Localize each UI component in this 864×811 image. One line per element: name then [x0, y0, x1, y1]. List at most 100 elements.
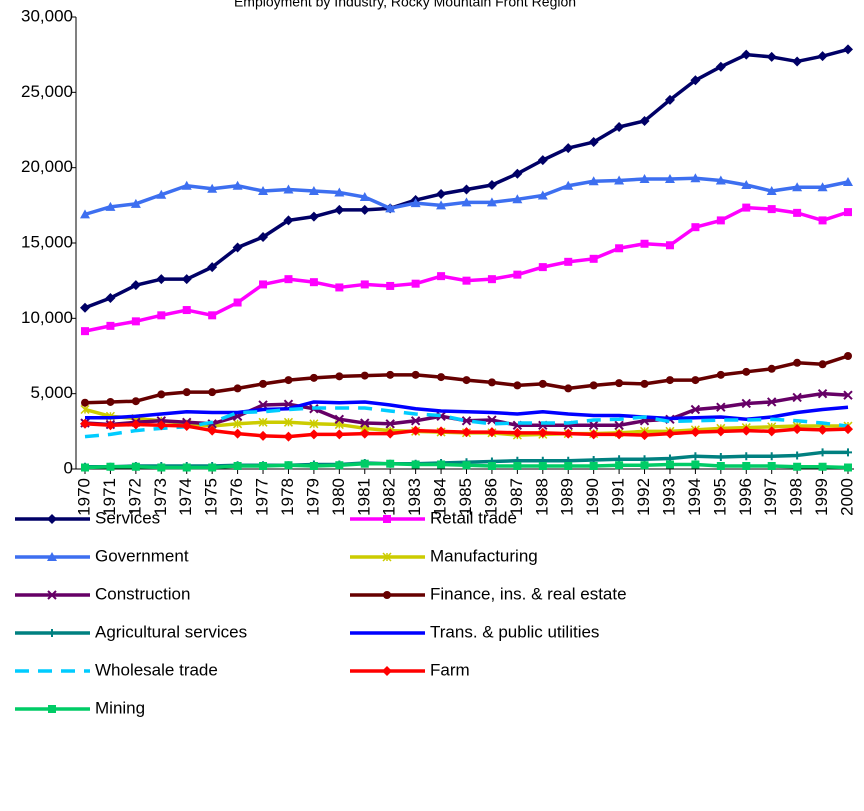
marker	[691, 452, 700, 461]
marker	[232, 180, 243, 190]
marker	[486, 197, 497, 207]
marker	[232, 242, 243, 253]
marker	[716, 370, 725, 379]
x-tick-label: 1982	[380, 478, 399, 516]
marker	[411, 370, 420, 379]
legend-item: Mining	[15, 698, 145, 717]
marker	[690, 427, 701, 438]
marker	[639, 115, 650, 126]
marker	[105, 201, 116, 211]
marker	[437, 373, 446, 382]
marker	[767, 364, 776, 373]
marker	[309, 461, 318, 470]
marker	[80, 404, 90, 415]
x-tick-label: 1985	[456, 478, 475, 516]
marker	[793, 208, 802, 217]
x-tick-label: 1973	[151, 478, 170, 516]
marker	[513, 461, 522, 470]
marker	[258, 231, 269, 242]
marker	[436, 189, 447, 200]
series	[80, 173, 853, 219]
marker	[461, 427, 472, 438]
marker	[81, 398, 89, 407]
marker	[843, 424, 853, 435]
marker	[309, 373, 318, 382]
legend-item: Government	[15, 546, 189, 565]
marker	[207, 262, 218, 273]
x-tick-label: 1992	[634, 478, 653, 516]
marker	[181, 274, 192, 285]
x-tick-label: 1986	[481, 478, 500, 516]
legend-label: Construction	[95, 584, 190, 603]
marker	[130, 280, 141, 291]
legend-label: Manufacturing	[430, 546, 538, 565]
marker	[462, 276, 471, 285]
marker	[563, 143, 574, 154]
marker	[793, 358, 802, 367]
marker	[792, 56, 803, 67]
marker	[690, 173, 701, 183]
marker	[741, 49, 752, 60]
marker	[182, 463, 191, 472]
marker	[48, 629, 56, 637]
marker	[844, 208, 852, 217]
marker	[334, 429, 345, 440]
marker	[233, 461, 242, 470]
marker	[690, 404, 701, 415]
marker	[615, 379, 624, 388]
marker	[564, 257, 573, 266]
marker	[614, 121, 625, 132]
marker	[308, 429, 319, 440]
marker	[106, 321, 115, 330]
marker	[335, 283, 344, 292]
marker	[691, 223, 700, 232]
marker	[486, 179, 497, 190]
marker	[284, 376, 293, 385]
legend-label: Retail trade	[430, 508, 517, 527]
marker	[665, 460, 674, 469]
marker	[360, 371, 369, 380]
marker	[818, 448, 827, 457]
marker	[742, 452, 751, 461]
marker	[47, 514, 57, 524]
marker	[309, 278, 318, 287]
marker	[793, 462, 802, 471]
marker	[639, 173, 650, 183]
marker	[589, 461, 598, 470]
marker	[80, 209, 90, 219]
marker	[716, 452, 725, 461]
marker	[131, 317, 140, 326]
y-tick-label: 0	[64, 458, 73, 477]
marker	[182, 388, 191, 397]
marker	[283, 417, 293, 427]
marker	[359, 192, 370, 202]
marker	[715, 426, 726, 437]
x-tick-label: 1970	[74, 478, 93, 516]
marker	[207, 425, 218, 436]
marker	[843, 176, 853, 186]
x-tick-label: 1989	[558, 478, 577, 516]
marker	[486, 427, 497, 438]
marker	[640, 379, 649, 388]
marker	[106, 462, 115, 471]
marker	[487, 415, 497, 425]
marker	[742, 367, 751, 376]
marker	[818, 462, 827, 471]
x-tick-label: 1978	[278, 478, 297, 516]
legend-item: Wholesale trade	[15, 660, 218, 679]
marker	[715, 61, 726, 72]
marker	[437, 272, 446, 281]
marker	[818, 216, 827, 225]
marker	[844, 448, 852, 457]
marker	[487, 378, 496, 387]
marker	[792, 424, 803, 435]
marker	[614, 175, 625, 185]
legend-item: Farm	[350, 660, 470, 679]
line	[84, 47, 849, 310]
marker	[131, 397, 140, 406]
marker	[360, 280, 369, 289]
marker	[411, 279, 420, 288]
marker	[614, 420, 624, 431]
marker	[156, 420, 167, 431]
marker	[537, 190, 548, 200]
